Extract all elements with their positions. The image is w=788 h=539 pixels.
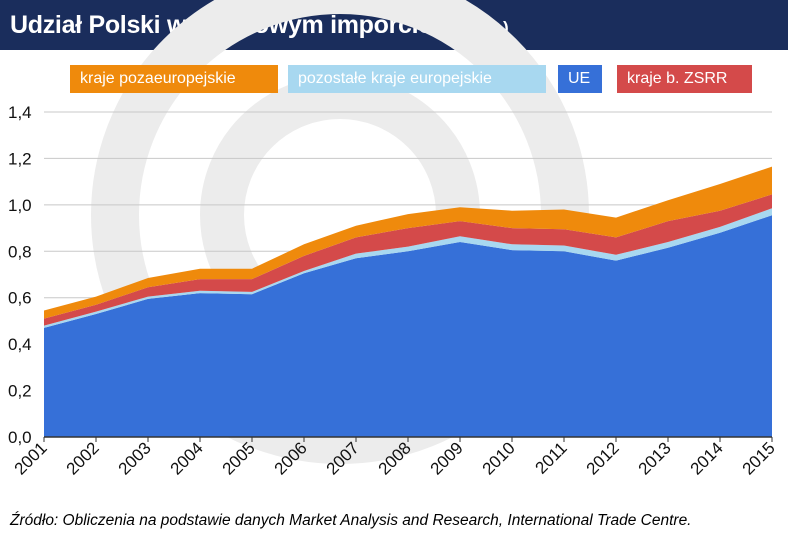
legend-item-europe-other: pozostałe kraje europejskie bbox=[288, 65, 546, 93]
y-tick-label: 0,8 bbox=[8, 242, 32, 261]
series-area-ue bbox=[44, 215, 772, 437]
x-tick-label: 2013 bbox=[635, 438, 675, 478]
y-tick-label: 0,6 bbox=[8, 289, 32, 308]
x-tick-label: 2014 bbox=[687, 438, 727, 478]
chart-legend: kraje pozaeuropejskie pozostałe kraje eu… bbox=[0, 65, 788, 95]
y-tick-label: 1,2 bbox=[8, 149, 32, 168]
y-tick-label: 0,4 bbox=[8, 335, 32, 354]
legend-item-ussr: kraje b. ZSRR bbox=[617, 65, 752, 93]
y-tick-label: 1,0 bbox=[8, 196, 32, 215]
x-tick-label: 2002 bbox=[63, 438, 103, 478]
x-tick-label: 2004 bbox=[167, 438, 207, 478]
y-tick-label: 0,0 bbox=[8, 428, 32, 447]
x-tick-label: 2011 bbox=[532, 438, 571, 477]
y-tick-label: 0,2 bbox=[8, 382, 32, 401]
x-tick-label: 2012 bbox=[583, 438, 623, 478]
x-tick-label: 2003 bbox=[115, 438, 155, 478]
legend-item-non-europe: kraje pozaeuropejskie bbox=[70, 65, 278, 93]
source-note: Źródło: Obliczenia na podstawie danych M… bbox=[10, 512, 692, 529]
x-tick-label: 2015 bbox=[739, 438, 779, 478]
x-tick-label: 2010 bbox=[479, 438, 519, 478]
legend-item-ue: UE bbox=[558, 65, 602, 93]
y-tick-label: 1,4 bbox=[8, 103, 32, 122]
